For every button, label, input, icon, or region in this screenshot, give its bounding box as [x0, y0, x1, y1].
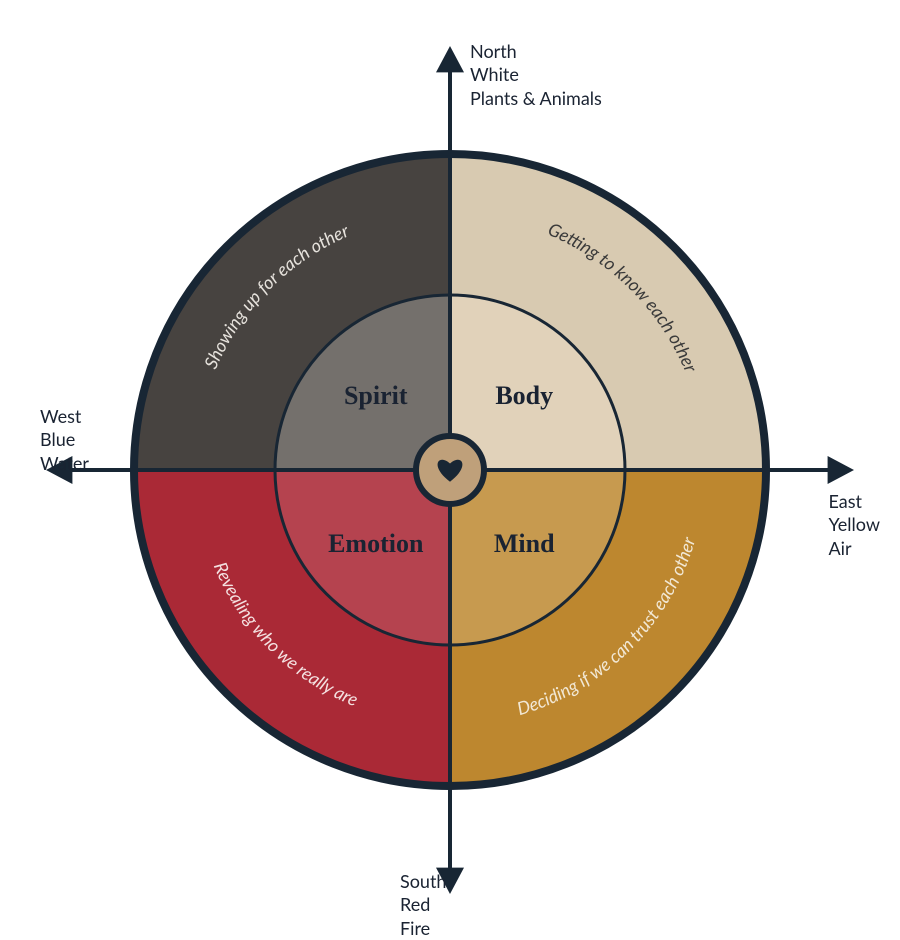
inner-label-emotion: Emotion [328, 529, 424, 558]
medicine-wheel-diagram: Body Mind Emotion Spirit Getting to know… [0, 0, 900, 940]
east-line1: East [829, 490, 880, 513]
inner-label-body: Body [495, 381, 553, 410]
wheel-svg: Body Mind Emotion Spirit Getting to know… [0, 0, 900, 940]
west-line3: Water [40, 452, 89, 475]
east-line3: Air [829, 537, 880, 560]
inner-label-mind: Mind [494, 529, 555, 558]
south-line1: South [400, 870, 446, 893]
south-line2: Red [400, 893, 446, 916]
north-line1: North [470, 40, 602, 63]
west-line2: Blue [40, 428, 89, 451]
arrow-east-icon [828, 456, 854, 484]
east-line2: Yellow [829, 513, 880, 536]
inner-label-spirit: Spirit [344, 381, 408, 410]
direction-label-north: North White Plants & Animals [470, 40, 602, 110]
north-line3: Plants & Animals [470, 87, 602, 110]
arrow-north-icon [436, 46, 464, 72]
direction-label-east: East Yellow Air [829, 490, 880, 560]
west-line1: West [40, 405, 89, 428]
direction-label-west: West Blue Water [40, 405, 89, 475]
south-line3: Fire [400, 917, 446, 940]
north-line2: White [470, 63, 602, 86]
direction-label-south: South Red Fire [400, 870, 446, 940]
